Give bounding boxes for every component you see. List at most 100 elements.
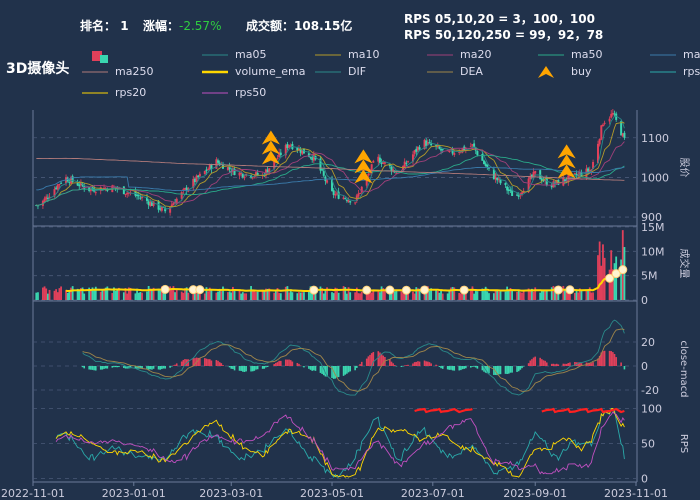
macd-hist	[554, 364, 556, 366]
candle-body	[344, 198, 347, 200]
volume-bar	[182, 292, 185, 300]
volume-bar	[268, 288, 271, 300]
volume-bar	[307, 291, 310, 300]
candle-body	[207, 169, 210, 171]
buy-marker	[557, 144, 576, 159]
candle-body	[307, 153, 310, 157]
candle-body	[585, 168, 588, 178]
candle-body	[334, 193, 337, 196]
volume-bar	[519, 292, 522, 300]
volume-bar	[255, 292, 257, 300]
volume-bar	[296, 293, 299, 300]
volume-bar	[598, 241, 601, 300]
volume-bar	[592, 292, 594, 300]
volume-bar	[289, 289, 292, 300]
candle-body	[228, 166, 231, 170]
volume-bar	[615, 256, 618, 300]
rps50-line	[55, 411, 625, 475]
y-tick-label: 100	[641, 403, 662, 416]
candle-body	[122, 186, 125, 195]
macd-hist	[539, 357, 541, 366]
macd-hist	[405, 365, 408, 366]
candle-body	[193, 178, 196, 183]
macd-hist	[600, 352, 603, 366]
volume-bar	[382, 288, 385, 300]
candle-body	[141, 197, 144, 199]
candle-body	[152, 201, 155, 206]
volume-bar	[159, 289, 162, 300]
volume-bar	[326, 287, 328, 300]
macd-hist	[90, 366, 92, 370]
volume-bar	[415, 287, 418, 300]
macd-hist	[412, 363, 414, 366]
macd-hist	[124, 366, 127, 369]
candle-body	[378, 157, 381, 163]
candle-body	[496, 177, 499, 181]
volume-bar	[48, 289, 51, 300]
volume-bar	[151, 288, 153, 300]
candle-body	[342, 197, 345, 199]
macd-hist	[458, 366, 461, 371]
legend-item-buy: buy	[571, 65, 592, 78]
macd-hist	[356, 366, 358, 368]
macd-hist	[197, 357, 200, 366]
macd-hist	[169, 366, 171, 368]
candle-body	[497, 178, 500, 180]
macd-hist	[215, 360, 218, 366]
macd-hist	[552, 363, 555, 366]
volume-bar	[359, 293, 362, 300]
volume-bar	[195, 288, 198, 300]
legend-item-ma250: ma250	[115, 65, 154, 78]
volume-bar	[233, 290, 236, 300]
legend-item-DEA: DEA	[460, 65, 483, 78]
macd-hist	[342, 366, 345, 376]
volume-bar	[114, 290, 117, 300]
ma250-line	[36, 157, 625, 181]
candle-body	[126, 192, 129, 195]
volume-bar	[602, 244, 604, 300]
macd-hist	[265, 366, 267, 368]
macd-hist	[326, 366, 328, 377]
macd-hist	[521, 366, 523, 369]
volume-bar	[238, 290, 241, 300]
volume-bar	[412, 291, 414, 300]
macd-hist	[507, 366, 510, 374]
volume-bar	[493, 293, 495, 300]
volume-bar	[284, 286, 287, 300]
macd-hist	[592, 362, 594, 366]
volume-bar	[42, 287, 44, 300]
volume-bar	[58, 288, 61, 300]
macd-hist	[299, 365, 302, 366]
candle-body	[164, 208, 167, 212]
macd-hist	[103, 366, 105, 369]
volume-bar	[68, 290, 71, 300]
macd-hist	[251, 366, 254, 372]
macd-hist	[161, 366, 163, 370]
candle-body	[458, 151, 461, 153]
volume-bar	[428, 290, 431, 300]
buy-marker	[354, 169, 373, 184]
candle-body	[407, 161, 410, 163]
legend-item-ma50: ma50	[571, 48, 603, 61]
volume-bar	[169, 286, 172, 300]
volume-bar	[89, 290, 92, 300]
candle-body	[517, 195, 520, 197]
candle-body	[392, 169, 395, 172]
candle-body	[309, 156, 312, 158]
candle-body	[311, 157, 314, 161]
y-tick-label: 1100	[641, 132, 669, 145]
candle-body	[587, 168, 590, 172]
candle-body	[575, 173, 578, 176]
macd-hist	[379, 352, 381, 366]
macd-hist	[577, 362, 579, 366]
macd-hist	[517, 366, 520, 372]
candle-body	[527, 178, 530, 193]
macd-hist	[407, 364, 409, 366]
macd-hist	[417, 361, 419, 366]
candle-body	[78, 184, 81, 187]
candle-body	[608, 118, 611, 122]
volume-bar	[53, 290, 56, 300]
volume-bar	[124, 288, 127, 300]
candle-body	[147, 201, 150, 206]
candle-body	[124, 193, 127, 195]
